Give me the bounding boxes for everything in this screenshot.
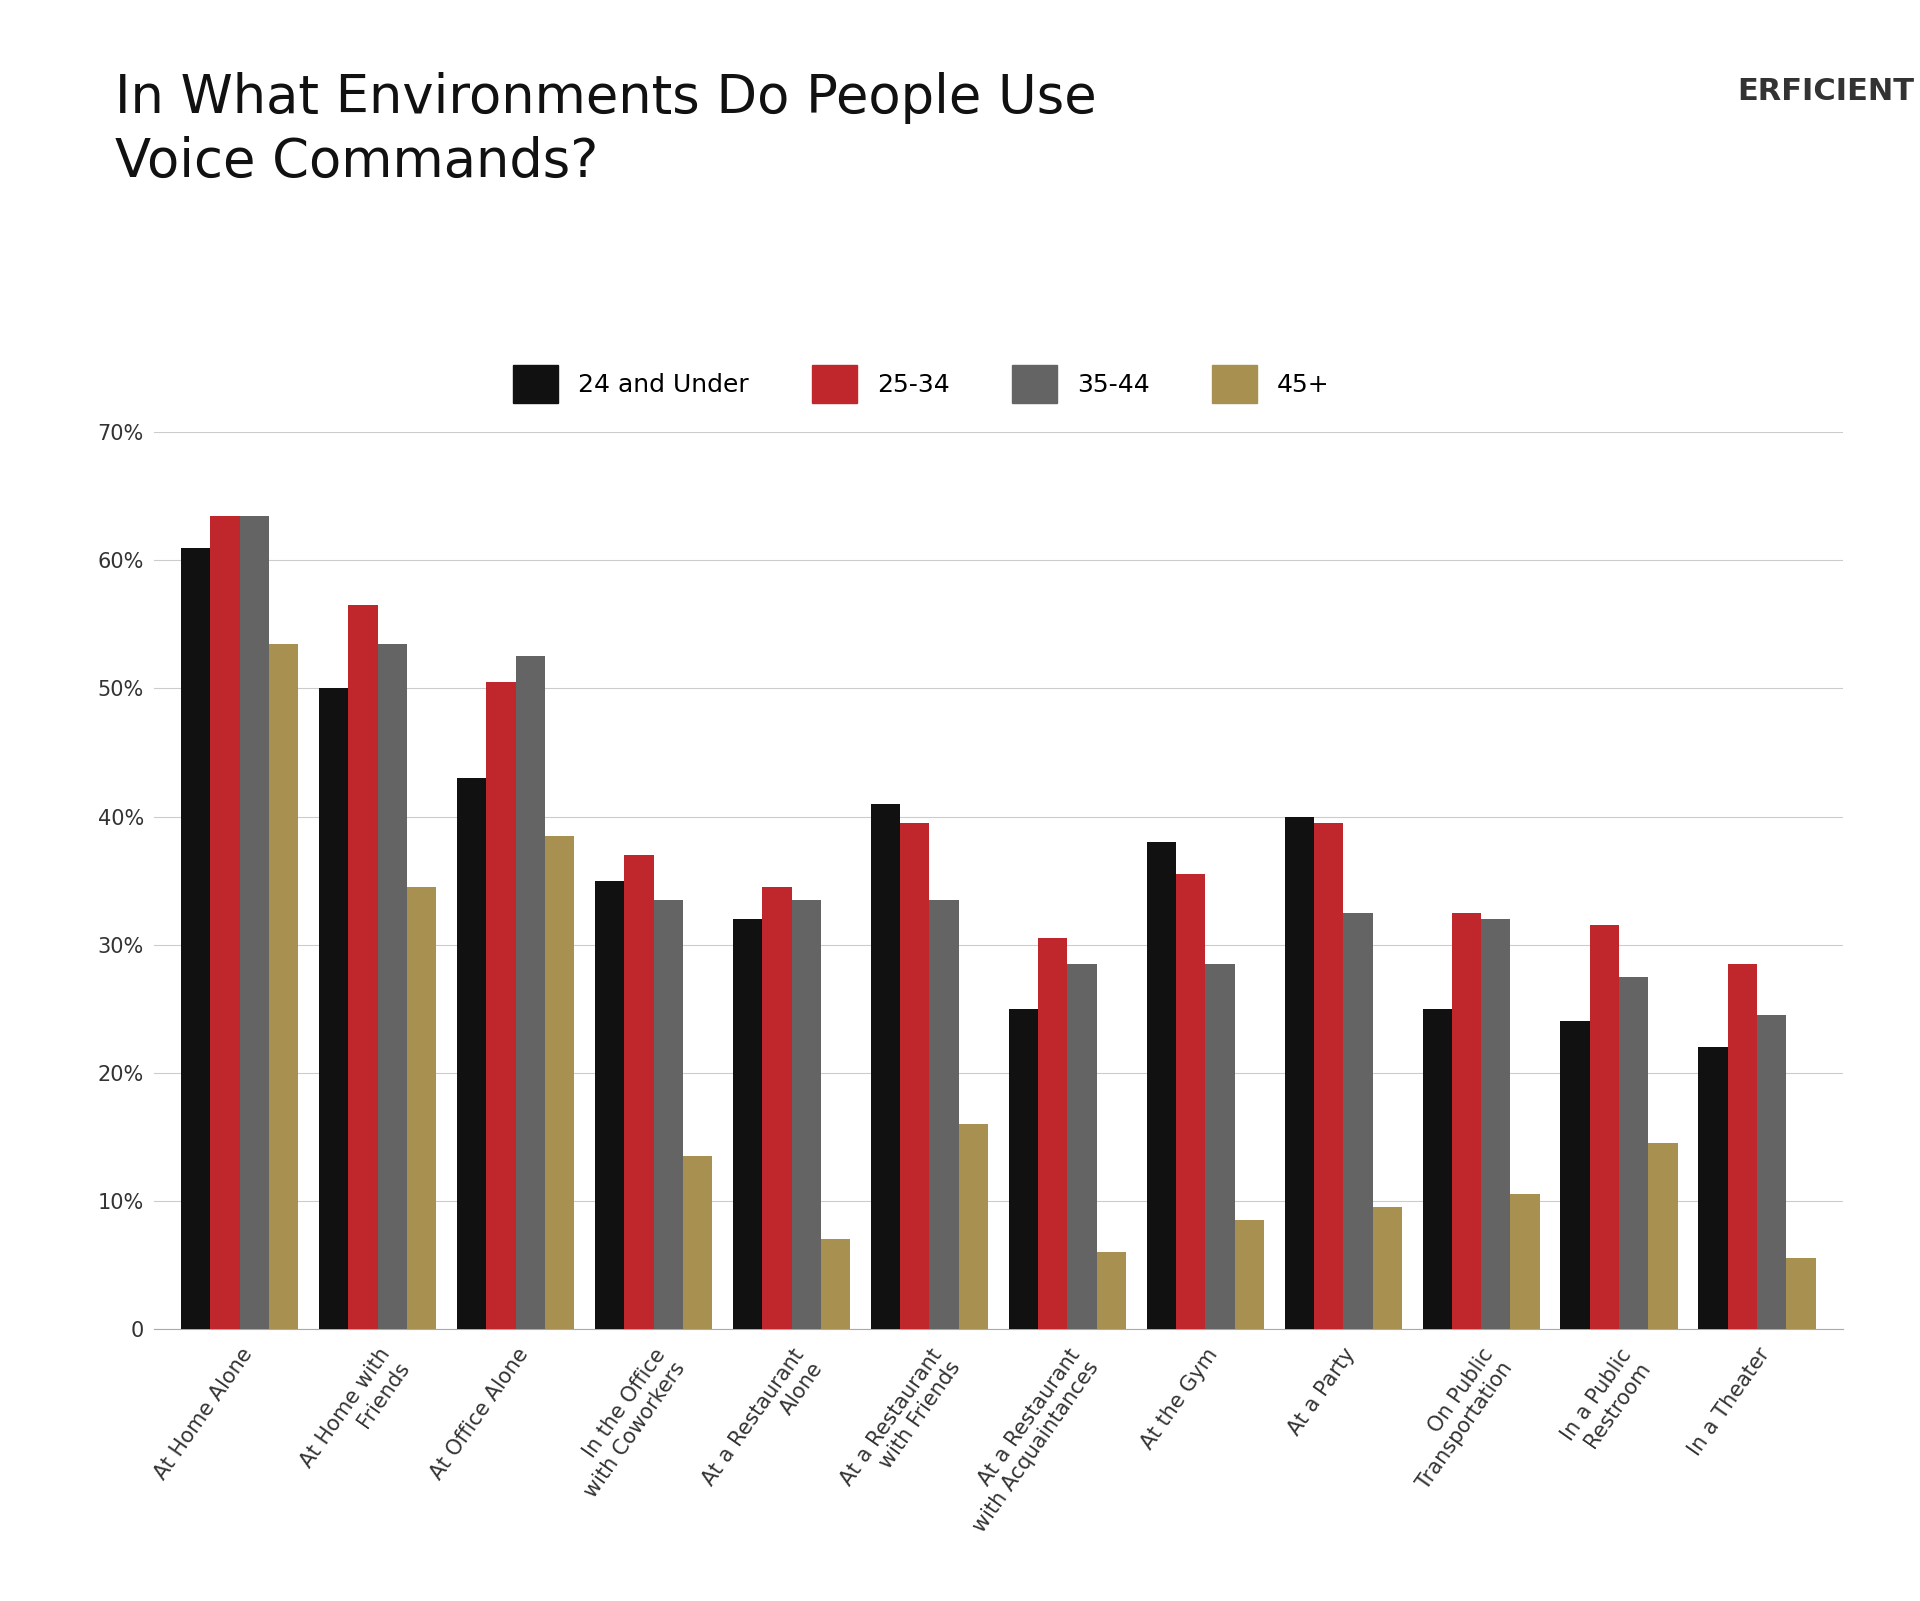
Bar (958, 1124, 989, 1329)
Bar (211, 516, 240, 1329)
Text: ERFICIENT: ERFICIENT (1738, 77, 1914, 106)
Bar (486, 682, 516, 1329)
Bar (872, 804, 900, 1329)
Bar (1146, 842, 1175, 1329)
Bar (929, 900, 958, 1329)
Bar (684, 1156, 712, 1329)
Bar (240, 516, 269, 1329)
Bar (1699, 1047, 1728, 1329)
Text: In What Environments Do People Use
Voice Commands?: In What Environments Do People Use Voice… (115, 72, 1096, 189)
Bar (269, 644, 298, 1329)
Bar (1480, 919, 1511, 1329)
Bar (1206, 964, 1235, 1329)
Bar (733, 919, 762, 1329)
Bar (1452, 913, 1480, 1329)
Bar (348, 605, 378, 1329)
Bar (457, 778, 486, 1329)
Bar (516, 656, 545, 1329)
Bar (378, 644, 407, 1329)
Bar (1619, 977, 1649, 1329)
Bar (1235, 1220, 1263, 1329)
Bar (545, 836, 574, 1329)
Bar (653, 900, 684, 1329)
Bar (1373, 1207, 1402, 1329)
Bar (407, 887, 436, 1329)
Bar (1344, 913, 1373, 1329)
Bar (624, 855, 653, 1329)
Text: P: P (1674, 77, 1695, 107)
Bar (1039, 938, 1068, 1329)
Bar (1511, 1194, 1540, 1329)
Bar (1590, 925, 1619, 1329)
Bar (1757, 1015, 1786, 1329)
Legend: 24 and Under, 25-34, 35-44, 45+: 24 and Under, 25-34, 35-44, 45+ (513, 365, 1331, 403)
Bar (900, 823, 929, 1329)
Bar (1284, 817, 1313, 1329)
Bar (1786, 1258, 1816, 1329)
Bar (595, 881, 624, 1329)
Bar (180, 548, 211, 1329)
Bar (1008, 1009, 1039, 1329)
Bar (1068, 964, 1096, 1329)
Bar (1649, 1143, 1678, 1329)
Bar (822, 1239, 851, 1329)
Bar (1561, 1021, 1590, 1329)
Bar (762, 887, 791, 1329)
Bar (1096, 1252, 1125, 1329)
Bar (1728, 964, 1757, 1329)
Bar (1313, 823, 1344, 1329)
Bar (791, 900, 822, 1329)
Bar (319, 688, 348, 1329)
Bar (1423, 1009, 1452, 1329)
Bar (1175, 874, 1206, 1329)
